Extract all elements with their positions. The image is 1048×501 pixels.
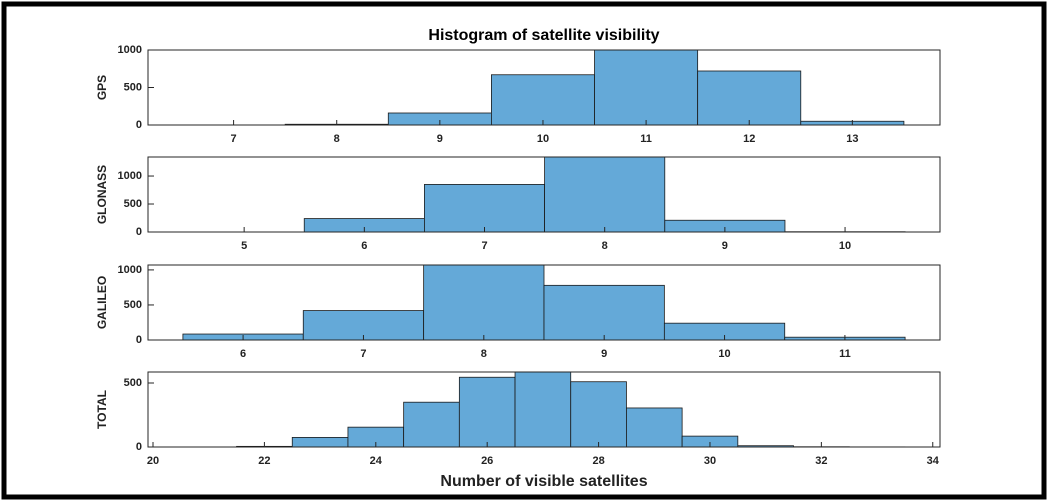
x-tick-label: 34 — [927, 455, 940, 467]
x-tick-label: 28 — [592, 455, 604, 467]
x-tick-label: 24 — [370, 455, 383, 467]
x-tick-label: 8 — [602, 240, 608, 252]
x-tick-label: 10 — [537, 133, 549, 145]
x-tick-label: 22 — [258, 455, 270, 467]
x-tick-label: 11 — [640, 133, 652, 145]
x-tick-label: 9 — [601, 348, 607, 360]
y-tick-label: 500 — [124, 198, 142, 210]
x-tick-label: 9 — [437, 133, 443, 145]
x-tick-label: 8 — [334, 133, 340, 145]
x-tick-label: 10 — [839, 240, 851, 252]
bar — [491, 74, 595, 125]
x-tick-label: 6 — [361, 240, 367, 252]
x-tick-label: 5 — [241, 240, 247, 252]
x-tick-label: 7 — [231, 133, 237, 145]
plot-area — [303, 157, 906, 232]
bar — [697, 70, 802, 125]
y-axis-label: TOTAL — [95, 390, 109, 429]
x-tick-label: 7 — [360, 348, 366, 360]
plot-area — [284, 50, 905, 125]
x-tick-label: 7 — [481, 240, 487, 252]
y-axis-label: GALILEO — [95, 276, 109, 329]
bar — [424, 184, 546, 232]
x-tick-label: 8 — [481, 348, 487, 360]
y-tick-label: 0 — [136, 226, 142, 238]
bar — [543, 284, 665, 340]
x-tick-label: 30 — [704, 455, 716, 467]
bar — [291, 437, 349, 447]
x-tick-label: 10 — [718, 348, 730, 360]
bar — [544, 157, 666, 232]
y-tick-label: 500 — [124, 81, 142, 93]
x-tick-label: 26 — [481, 455, 493, 467]
bar — [403, 401, 460, 447]
bar — [458, 376, 516, 447]
chart-title: Histogram of satellite visibility — [428, 27, 659, 44]
y-tick-label: 500 — [124, 377, 142, 389]
x-tick-label: 6 — [240, 348, 246, 360]
bar — [594, 50, 699, 125]
bar — [663, 322, 786, 340]
x-tick-label: 9 — [722, 240, 728, 252]
bar — [626, 407, 683, 447]
y-tick-label: 500 — [124, 299, 142, 311]
y-tick-label: 0 — [136, 334, 142, 346]
y-tick-label: 1000 — [118, 44, 142, 56]
x-tick-label: 32 — [815, 455, 827, 467]
y-tick-label: 1000 — [118, 170, 142, 182]
bar — [570, 381, 627, 447]
y-tick-label: 1000 — [118, 264, 142, 276]
axes-box — [147, 371, 941, 448]
y-axis-label: GPS — [95, 75, 109, 100]
axes-box — [147, 156, 941, 233]
x-axis-label: Number of visible satellites — [440, 473, 647, 490]
y-tick-label: 0 — [136, 441, 142, 453]
bar — [514, 372, 572, 447]
axes-box — [147, 264, 941, 341]
x-tick-label: 20 — [147, 455, 159, 467]
y-axis-label: GLONASS — [95, 165, 109, 224]
x-tick-label: 11 — [839, 348, 851, 360]
x-tick-label: 13 — [846, 133, 858, 145]
bar — [423, 265, 545, 340]
y-tick-label: 0 — [136, 119, 142, 131]
x-tick-label: 12 — [743, 133, 755, 145]
